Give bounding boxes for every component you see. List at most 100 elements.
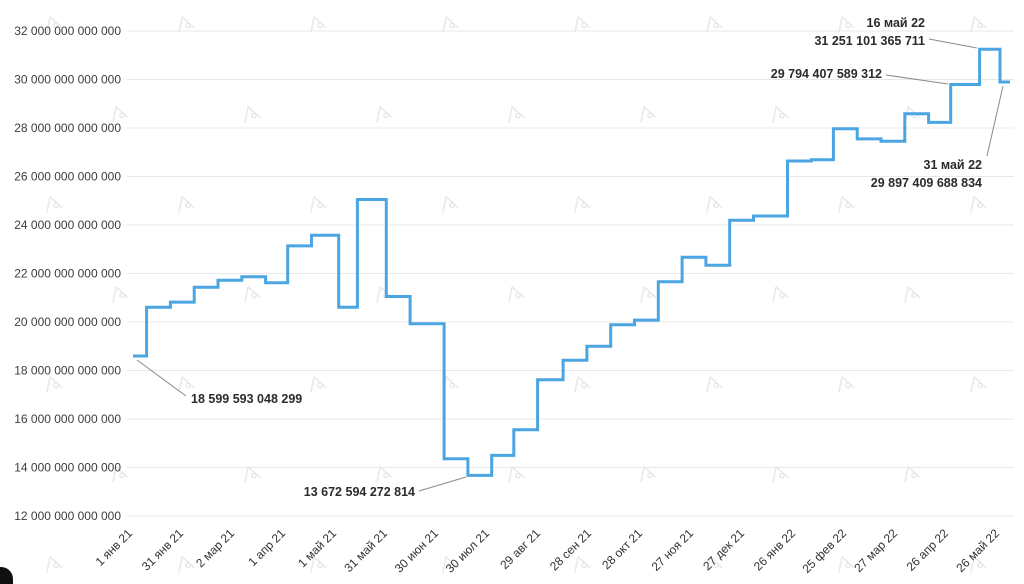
annotation-label: 16 май 22: [867, 16, 926, 30]
annotation-end: 31 май 22 29 897 409 688 834: [871, 85, 1004, 190]
forklog-logo-icon: [838, 16, 855, 33]
forklog-logo-icon: [244, 106, 261, 123]
watermark-triangle: [508, 106, 525, 123]
watermark-triangle: [838, 376, 855, 393]
watermark-dot: [581, 202, 588, 209]
watermark-dot: [53, 22, 60, 29]
forklog-logo-icon: [112, 106, 129, 123]
watermark-dot: [713, 202, 720, 209]
watermark-triangle: [376, 106, 393, 123]
annotation-label: 31 май 22: [924, 158, 983, 172]
forklog-logo-icon: [244, 286, 261, 303]
watermark-dot: [185, 382, 192, 389]
forklog-logo-icon: [838, 196, 855, 213]
watermark-dot: [119, 472, 126, 479]
watermark-triangle: [838, 556, 855, 573]
watermark-dot: [449, 202, 456, 209]
watermark-triangle: [442, 376, 459, 393]
forklog-logo-icon: [46, 16, 63, 33]
watermark-dot: [977, 562, 984, 569]
forklog-logo-icon: [376, 286, 393, 303]
x-tick-label: 27 ноя 21: [649, 526, 697, 574]
watermark-triangle: [970, 16, 987, 33]
bottom-left-corner-artifact: [0, 567, 13, 584]
annotation-peak: 16 май 22 31 251 101 365 711: [814, 16, 978, 49]
forklog-logo-icon: [574, 196, 591, 213]
watermark-dot: [185, 22, 192, 29]
annotation-leader-line: [928, 38, 978, 49]
watermark-dot: [119, 112, 126, 119]
forklog-logo-icon: [574, 556, 591, 573]
forklog-logo-icon: [112, 286, 129, 303]
watermark-dot: [779, 112, 786, 119]
annotation-leader-line: [418, 476, 467, 492]
forklog-logo-icon: [310, 556, 327, 573]
watermark-triangle: [706, 376, 723, 393]
watermark-dot: [515, 112, 522, 119]
y-tick-label: 30 000 000 000 000: [14, 73, 121, 87]
forklog-logo-icon: [376, 106, 393, 123]
forklog-logo-icon: [310, 196, 327, 213]
watermark-dot: [383, 112, 390, 119]
forklog-logo-icon: [442, 16, 459, 33]
x-tick-label: 26 апр 22: [904, 526, 952, 574]
watermark-triangle: [838, 196, 855, 213]
watermark-triangle: [772, 106, 789, 123]
x-tick-label: 2 мар 21: [193, 526, 237, 570]
watermark-triangle: [244, 106, 261, 123]
x-tick-label: 31 май 21: [341, 526, 390, 575]
watermark-dot: [581, 562, 588, 569]
forklog-logo-icon: [772, 466, 789, 483]
y-tick-label: 24 000 000 000 000: [14, 218, 121, 232]
watermark-triangle: [508, 286, 525, 303]
watermark-dot: [845, 202, 852, 209]
watermark-dot: [647, 112, 654, 119]
watermark-dot: [251, 112, 258, 119]
watermark-triangle: [904, 286, 921, 303]
x-tick-label: 28 окт 21: [599, 526, 645, 572]
watermark-dot: [251, 292, 258, 299]
watermark-triangle: [46, 196, 63, 213]
forklog-logo-icon: [574, 16, 591, 33]
watermark-dot: [779, 472, 786, 479]
watermark-dot: [53, 562, 60, 569]
annotation-label: 29 897 409 688 834: [871, 176, 982, 190]
watermark-triangle: [244, 286, 261, 303]
forklog-logo-icon: [970, 556, 987, 573]
watermark-triangle: [46, 556, 63, 573]
watermark-dot: [845, 382, 852, 389]
annotation-leader-line: [136, 359, 187, 397]
watermark-dot: [977, 382, 984, 389]
y-tick-label: 18 000 000 000 000: [14, 364, 121, 378]
forklog-logo-icon: [970, 376, 987, 393]
watermark-dot: [317, 562, 324, 569]
watermark-dot: [449, 22, 456, 29]
watermark-dot: [449, 382, 456, 389]
watermark-dot: [185, 562, 192, 569]
watermark-triangle: [310, 196, 327, 213]
y-tick-label: 14 000 000 000 000: [14, 461, 121, 475]
x-tick-label: 26 май 22: [953, 526, 1002, 575]
difficulty-step-line: [133, 47, 1010, 477]
watermark-triangle: [838, 16, 855, 33]
watermark-triangle: [574, 196, 591, 213]
x-tick-label: 28 сен 21: [547, 526, 594, 573]
forklog-logo-icon: [442, 376, 459, 393]
watermark-triangle: [112, 106, 129, 123]
y-tick-label: 32 000 000 000 000: [14, 24, 121, 38]
forklog-logo-icon: [376, 466, 393, 483]
watermark-triangle: [772, 286, 789, 303]
y-tick-label: 22 000 000 000 000: [14, 267, 121, 281]
watermark-dot: [647, 292, 654, 299]
watermark-dot: [251, 472, 258, 479]
forklog-logo-icon: [904, 466, 921, 483]
forklog-logo-icon: [46, 196, 63, 213]
watermark-layer: [46, 16, 987, 573]
annotation-low: 13 672 594 272 814: [304, 476, 467, 499]
watermark-dot: [317, 382, 324, 389]
annotation-label: 31 251 101 365 711: [814, 34, 925, 48]
forklog-logo-icon: [178, 196, 195, 213]
gridlines: [127, 30, 1014, 517]
watermark-dot: [647, 472, 654, 479]
watermark-dot: [581, 382, 588, 389]
